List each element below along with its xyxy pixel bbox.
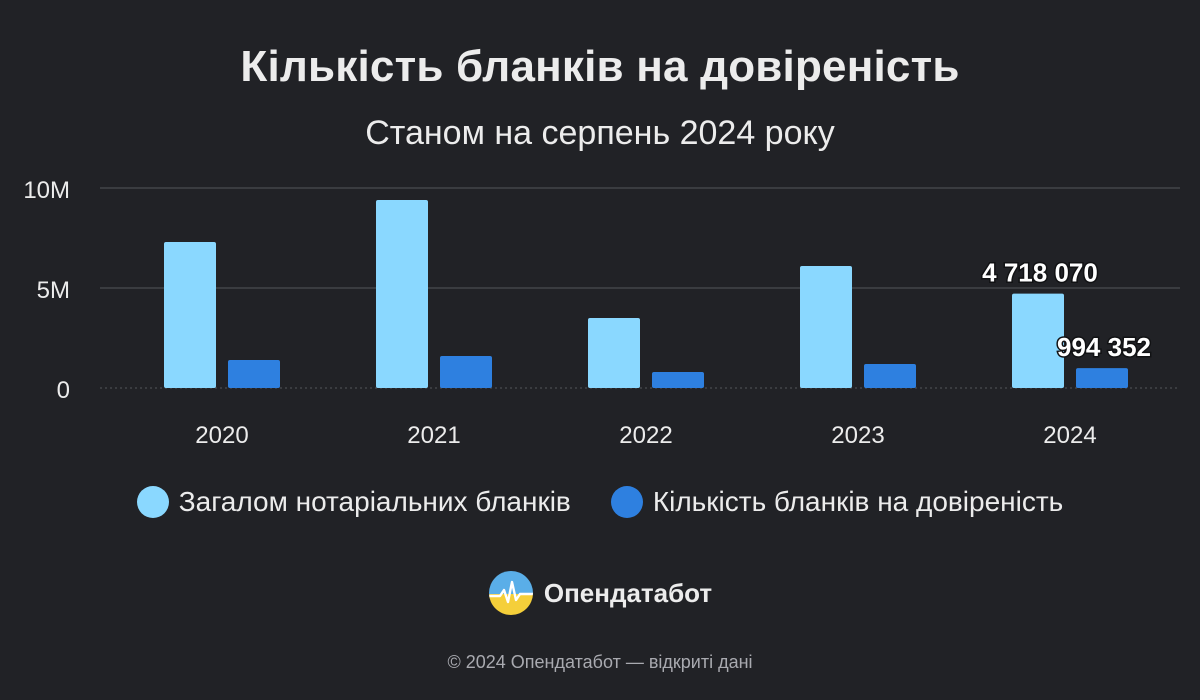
bar	[1012, 293, 1064, 388]
bar	[652, 372, 704, 388]
y-tick-label: 10M	[23, 177, 70, 204]
opendatabot-logo-icon	[488, 571, 533, 615]
bar-chart: 0 5M 10M 2020 2021 2022 2023 2024 4 718 070 994 3…	[23, 177, 1180, 449]
legend-label-total: Загалом нотаріальних бланків	[178, 486, 571, 517]
chart-legend: Загалом нотаріальних бланків Кількість б…	[0, 486, 1200, 518]
y-tick-label: 0	[57, 377, 70, 404]
bar	[440, 356, 492, 388]
chart-title: Кількість бланків на довіреність	[240, 42, 960, 91]
legend-item-proxy: Кількість бланків на довіреність	[610, 486, 1064, 518]
brand: Опендатабот	[0, 570, 1200, 616]
bar	[376, 200, 428, 388]
legend-label-proxy: Кількість бланків на довіреність	[652, 486, 1064, 517]
data-label: 994 352	[1057, 332, 1151, 362]
chart-subtitle: Станом на серпень 2024 року	[365, 114, 835, 152]
bar	[588, 318, 640, 388]
bar	[1076, 368, 1128, 388]
footer-copyright: © 2024 Опендатабот — відкриті дані	[447, 652, 753, 672]
brand-name: Опендатабот	[543, 577, 713, 608]
bar	[864, 364, 916, 388]
legend-item-total: Загалом нотаріальних бланків	[136, 486, 571, 518]
legend-swatch-proxy	[610, 486, 643, 518]
x-tick-label: 2023	[831, 422, 884, 449]
x-tick-label: 2020	[195, 422, 248, 449]
y-tick-label: 5M	[37, 277, 70, 304]
x-tick-label: 2021	[407, 422, 460, 449]
legend-swatch-total	[136, 486, 169, 518]
bar	[164, 242, 216, 388]
x-tick-label: 2022	[619, 422, 672, 449]
bar	[228, 360, 280, 388]
bar	[800, 266, 852, 388]
data-label: 4 718 070	[982, 258, 1098, 288]
x-tick-label: 2024	[1043, 422, 1096, 449]
